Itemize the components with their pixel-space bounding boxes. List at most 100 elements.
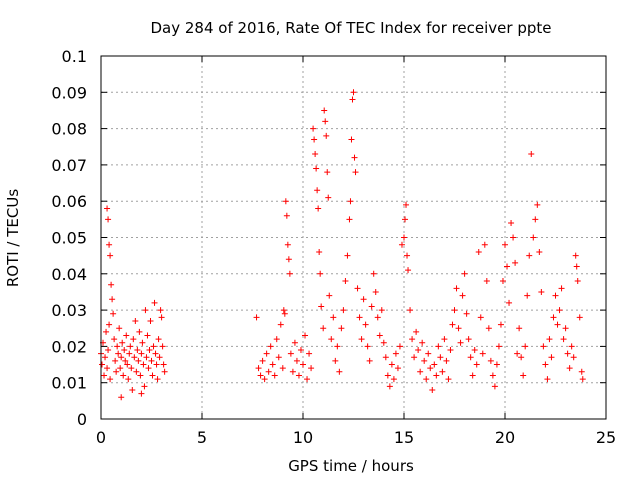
data-point: [131, 354, 138, 361]
data-point: [437, 354, 444, 361]
data-point: [118, 354, 125, 361]
data-point: [313, 165, 320, 172]
y-tick-label: 0.05: [51, 229, 87, 248]
data-point: [122, 357, 129, 364]
data-point: [253, 314, 260, 321]
y-tick-label: 0.02: [51, 337, 87, 356]
data-point: [297, 347, 304, 354]
data-point: [347, 198, 354, 205]
data-point: [354, 285, 361, 292]
data-point: [508, 219, 515, 226]
data-point: [528, 151, 535, 158]
y-tick-label: 0: [77, 410, 87, 429]
data-point: [271, 372, 278, 379]
data-point: [358, 336, 365, 343]
data-point: [334, 343, 341, 350]
data-point: [105, 216, 112, 223]
data-point: [139, 339, 146, 346]
data-point: [534, 201, 541, 208]
data-point: [538, 288, 545, 295]
grid-lines: [101, 56, 606, 419]
y-tick-label: 0.09: [51, 83, 87, 102]
data-point: [514, 350, 521, 357]
data-point: [364, 343, 371, 350]
data-point: [394, 365, 401, 372]
data-point: [469, 372, 476, 379]
data-point: [413, 328, 420, 335]
data-point: [117, 365, 124, 372]
data-point: [401, 234, 407, 241]
data-point: [99, 361, 106, 368]
data-point: [318, 303, 325, 310]
data-point: [156, 354, 163, 361]
data-point: [512, 259, 519, 266]
data-point: [320, 325, 327, 332]
data-point: [340, 307, 347, 314]
x-tick-label: 5: [197, 428, 207, 447]
data-point: [108, 281, 115, 288]
data-point: [378, 307, 385, 314]
data-point: [429, 386, 436, 393]
data-point: [455, 325, 462, 332]
data-point: [349, 96, 356, 103]
data-point: [560, 336, 567, 343]
data-point: [351, 154, 358, 161]
data-point: [489, 372, 496, 379]
data-point: [451, 307, 458, 314]
data-point: [154, 376, 161, 383]
data-point: [546, 336, 553, 343]
data-point: [315, 205, 322, 212]
data-point: [161, 368, 168, 375]
data-point: [425, 350, 432, 357]
data-point: [376, 332, 383, 339]
data-point: [362, 321, 369, 328]
data-point: [291, 339, 298, 346]
data-point: [142, 307, 149, 314]
data-point: [532, 216, 539, 223]
y-tick-labels: 0 0.01 0.02 0.03 0.04 0.05 0.06 0.07 0.08 0.09 0.1: [51, 47, 87, 429]
data-point: [558, 285, 565, 292]
data-point: [342, 278, 349, 285]
data-point: [516, 325, 523, 332]
y-tick-label: 0.06: [51, 192, 87, 211]
data-point: [568, 343, 575, 350]
data-point: [380, 339, 387, 346]
data-point: [143, 354, 150, 361]
data-point: [277, 321, 284, 328]
y-tick-label: 0.03: [51, 301, 87, 320]
data-point: [145, 365, 152, 372]
y-tick-label: 0.1: [62, 47, 87, 66]
data-point: [279, 365, 286, 372]
data-point: [295, 372, 302, 379]
data-point: [530, 234, 537, 241]
data-point: [550, 314, 557, 321]
data-point: [398, 241, 405, 248]
data-point: [263, 350, 270, 357]
data-point: [332, 357, 339, 364]
x-tick-labels: 0 5 10 15 20 25: [96, 428, 616, 447]
data-point: [544, 376, 551, 383]
data-point: [360, 296, 367, 303]
data-point: [123, 332, 130, 339]
data-point: [548, 354, 555, 361]
data-point: [382, 354, 389, 361]
data-point: [113, 368, 120, 375]
data-point: [536, 249, 543, 256]
data-point: [255, 365, 262, 372]
data-point: [372, 288, 379, 295]
y-axis-label: ROTI / TECUs: [4, 189, 22, 287]
data-point: [445, 376, 452, 383]
data-point: [388, 361, 395, 368]
data-point: [138, 390, 145, 397]
y-tick-label: 0.01: [51, 374, 87, 393]
x-tick-label: 20: [495, 428, 515, 447]
data-point: [449, 321, 456, 328]
data-point: [159, 343, 166, 350]
data-point: [282, 198, 289, 205]
data-point: [275, 354, 282, 361]
data-point: [289, 368, 296, 375]
data-point: [105, 347, 112, 354]
data-point: [336, 368, 343, 375]
data-point: [127, 343, 134, 350]
data-point: [257, 372, 264, 379]
